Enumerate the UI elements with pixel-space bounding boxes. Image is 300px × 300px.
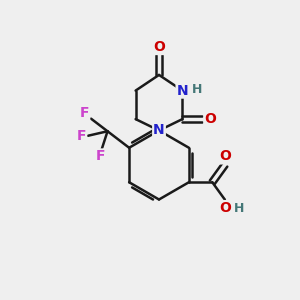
Text: N: N (177, 84, 188, 98)
Text: N: N (153, 124, 165, 137)
Text: H: H (234, 202, 244, 215)
Text: O: O (220, 149, 231, 164)
Text: F: F (80, 106, 89, 120)
Text: O: O (220, 201, 231, 215)
Text: F: F (77, 129, 86, 143)
Text: O: O (153, 40, 165, 54)
Text: H: H (191, 82, 202, 96)
Text: O: O (204, 112, 216, 126)
Text: F: F (95, 149, 105, 164)
